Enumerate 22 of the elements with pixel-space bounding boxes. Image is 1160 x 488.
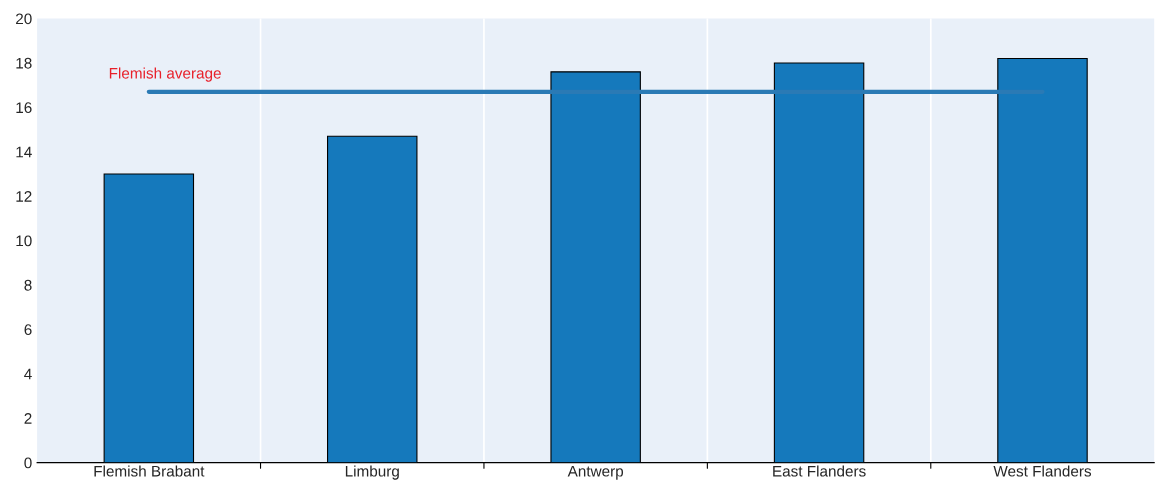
x-tick-label: West Flanders: [993, 465, 1092, 477]
y-tick-label: 20: [16, 13, 32, 25]
x-tick-label: East Flanders: [773, 465, 866, 477]
bar: [550, 71, 641, 463]
y-tick-label: 10: [16, 235, 32, 247]
y-tick-label: 0: [24, 457, 32, 469]
y-tick-label: 12: [16, 191, 32, 202]
y-tick-label: 14: [16, 146, 32, 158]
bar: [103, 173, 195, 463]
x-tick-label: Flemish Brabant: [94, 465, 205, 477]
x-tick-label: Limburg: [345, 465, 399, 480]
y-tick-label: 4: [24, 368, 32, 380]
bar: [997, 57, 1088, 463]
y-tick-label: 8: [24, 279, 32, 291]
y-tick-label: 6: [24, 324, 32, 336]
bar: [327, 135, 418, 463]
y-tick-label: 2: [24, 413, 32, 424]
y-tick-label: 18: [16, 57, 32, 69]
y-tick-label: 16: [16, 102, 32, 114]
x-tick-label: Antwerp: [567, 465, 624, 480]
bar: [773, 62, 865, 463]
series-label: Flemish average: [109, 67, 221, 82]
